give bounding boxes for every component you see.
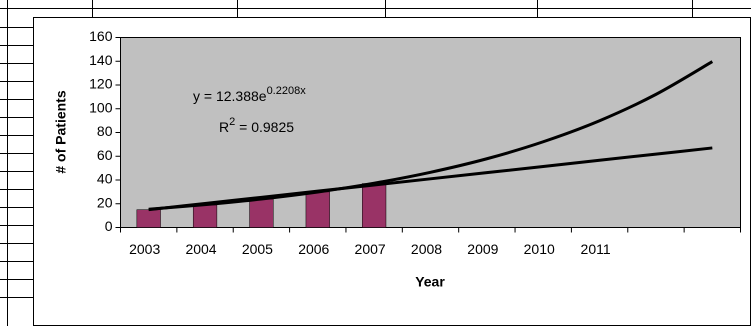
bar [305,191,330,228]
x-tick-label: 2004 [185,241,216,257]
x-tick-label: 2003 [129,241,160,257]
x-tick-label: 2005 [242,241,273,257]
y-tick-label: 120 [89,76,113,92]
y-tick-label: 140 [89,52,113,68]
y-tick-label: 0 [105,218,113,234]
x-tick-label: 2009 [467,241,498,257]
trendline [148,60,714,211]
y-tick-label: 80 [97,123,113,139]
bar [136,209,161,228]
equation-base: y = 12.388e [193,88,267,104]
r-squared-exponent: 2 [229,116,235,128]
y-tick-label: 100 [89,99,113,115]
y-tick-label: 20 [97,194,113,210]
x-tick-label: 2010 [524,241,555,257]
x-tick-label: 2011 [581,241,611,257]
x-tick-label: 2006 [298,241,329,257]
equation-exponent: 0.2208x [267,85,307,97]
bar [249,198,274,228]
x-tick-label: 2008 [411,241,442,257]
trendline [148,146,713,212]
bar [192,204,218,228]
x-tick-label: 2007 [355,241,386,257]
y-tick-label: 40 [97,171,113,187]
bar [362,183,387,228]
r-squared-value: = 0.9825 [235,119,294,135]
x-axis-title: Year [415,274,445,290]
y-tick-label: 60 [97,147,113,163]
r-squared-base: R [219,119,229,135]
plot-area [120,37,741,228]
y-tick-label: 160 [89,28,113,44]
r-squared: R2 = 0.9825 [219,116,294,135]
equation: y = 12.388e0.2208x [193,85,306,104]
y-axis-title: # of Patients [53,90,69,173]
